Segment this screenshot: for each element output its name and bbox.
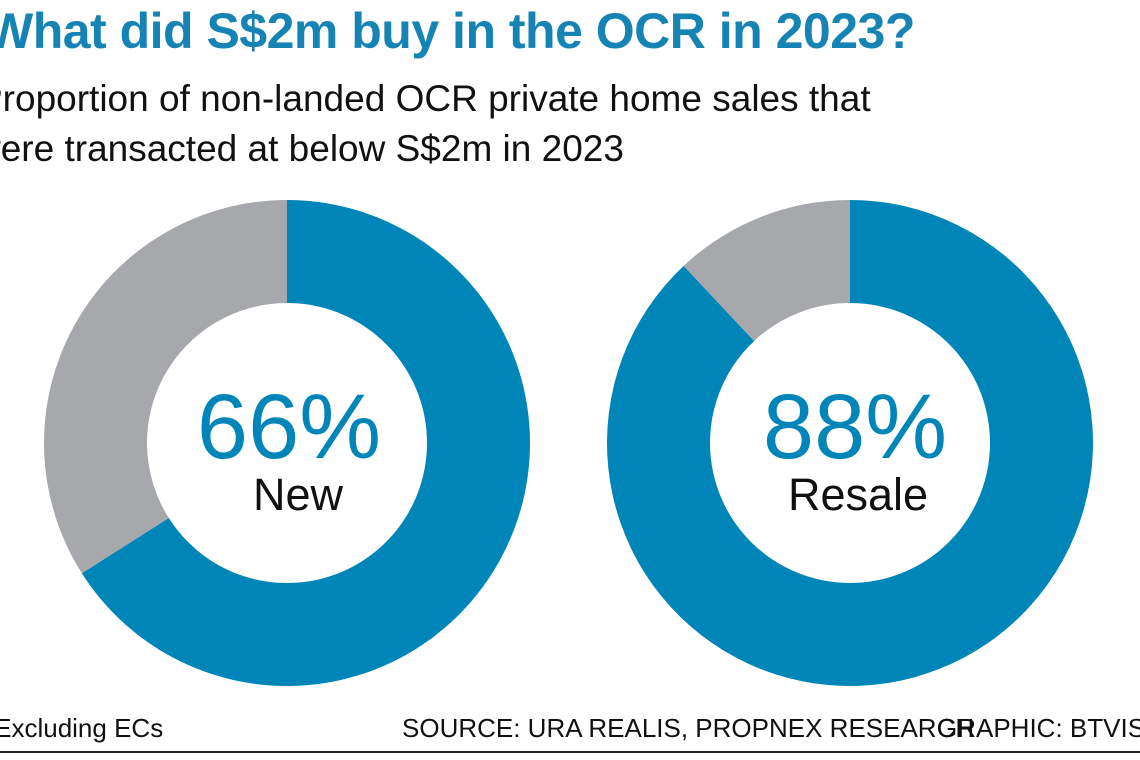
graphic-credit: GRAPHIC: BTVISUAL bbox=[937, 713, 1140, 743]
footnote: *Excluding ECs bbox=[0, 713, 164, 743]
donut-slice-below-2m bbox=[606, 200, 1093, 686]
chart-title: What did S$2m buy in the OCR in 2023? bbox=[0, 3, 915, 59]
donut-charts: 66% New 88% Resale bbox=[43, 200, 1093, 686]
value-label-new: 66% bbox=[197, 376, 381, 478]
donut-new bbox=[43, 200, 531, 686]
category-label-resale: Resale bbox=[788, 469, 928, 520]
donut-slice-below-2m bbox=[81, 200, 531, 686]
bottom-rule bbox=[0, 751, 1140, 753]
chart-subtitle-line-2: were transacted at below S$2m in 2023 bbox=[0, 128, 624, 169]
category-label-new: New bbox=[253, 469, 344, 520]
donut-slice-other bbox=[683, 200, 850, 341]
chart-subtitle-line-1: Proportion of non-landed OCR private hom… bbox=[0, 78, 871, 119]
value-label-resale: 88% bbox=[763, 376, 947, 478]
donut-resale bbox=[606, 200, 1093, 686]
donut-slice-other bbox=[43, 200, 288, 574]
source-credit: SOURCE: URA REALIS, PROPNEX RESEARCH bbox=[402, 713, 975, 743]
